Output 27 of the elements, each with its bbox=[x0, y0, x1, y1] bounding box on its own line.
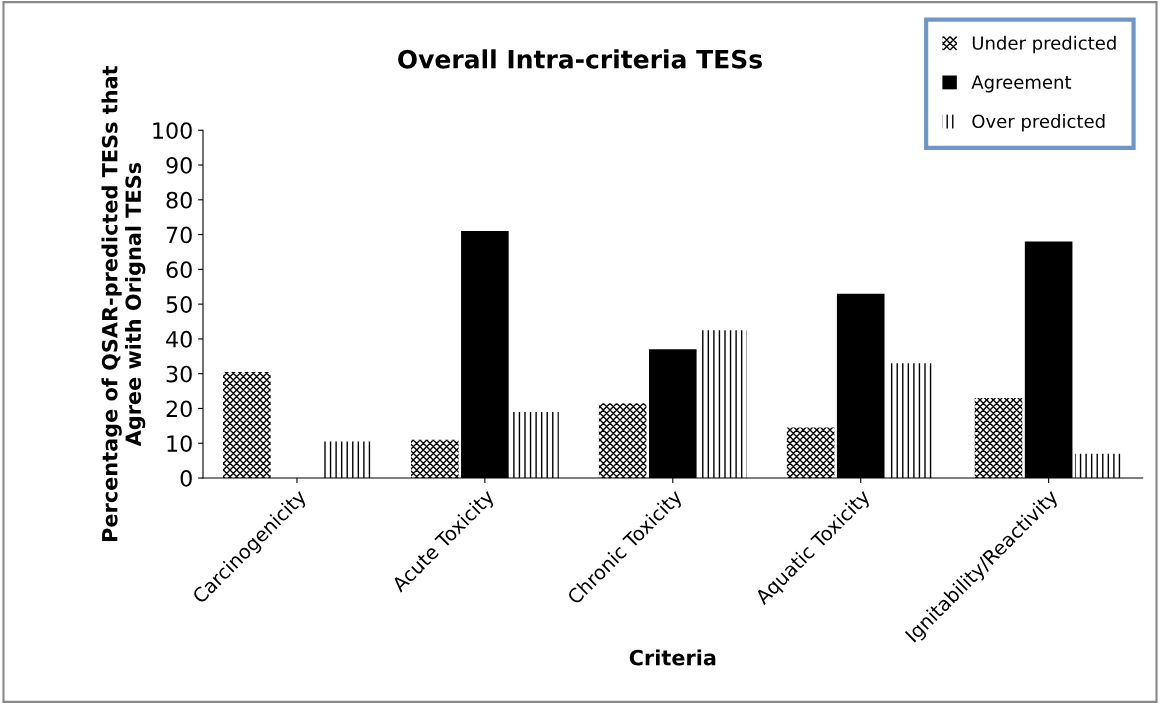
y-tick-label: 20 bbox=[166, 400, 192, 418]
bar bbox=[974, 398, 1023, 479]
legend-label: Under predicted bbox=[972, 35, 1116, 54]
y-tick-label: 90 bbox=[166, 156, 192, 174]
legend-label: Agreement bbox=[971, 75, 1072, 93]
chart-title: Overall Intra-criteria TESs bbox=[398, 49, 762, 69]
bar bbox=[511, 411, 559, 479]
y-tick-label: 10 bbox=[167, 435, 192, 452]
y-tick-label: 50 bbox=[166, 296, 192, 313]
y-tick-label: 70 bbox=[166, 226, 192, 244]
y-tick-label: 100 bbox=[153, 122, 192, 139]
bar bbox=[323, 441, 371, 479]
y-tick-label: 40 bbox=[166, 330, 192, 348]
bar bbox=[786, 427, 835, 479]
legend-label: Over predicted bbox=[972, 114, 1105, 132]
x-axis-title: Criteria bbox=[629, 649, 716, 666]
bar bbox=[1074, 453, 1123, 479]
y-tick-label: 80 bbox=[166, 191, 192, 209]
bar bbox=[223, 371, 271, 479]
y-tick-label: 30 bbox=[166, 365, 192, 383]
y-tick-label: 0 bbox=[180, 469, 192, 487]
bar bbox=[887, 363, 935, 479]
y-axis-title: Percentage of QSAR-predicted TESs that Agree with Orignal TESs bbox=[101, 65, 146, 541]
bar bbox=[699, 330, 747, 479]
y-tick-label: 60 bbox=[166, 261, 192, 279]
bar bbox=[598, 403, 647, 479]
bar bbox=[410, 439, 459, 479]
